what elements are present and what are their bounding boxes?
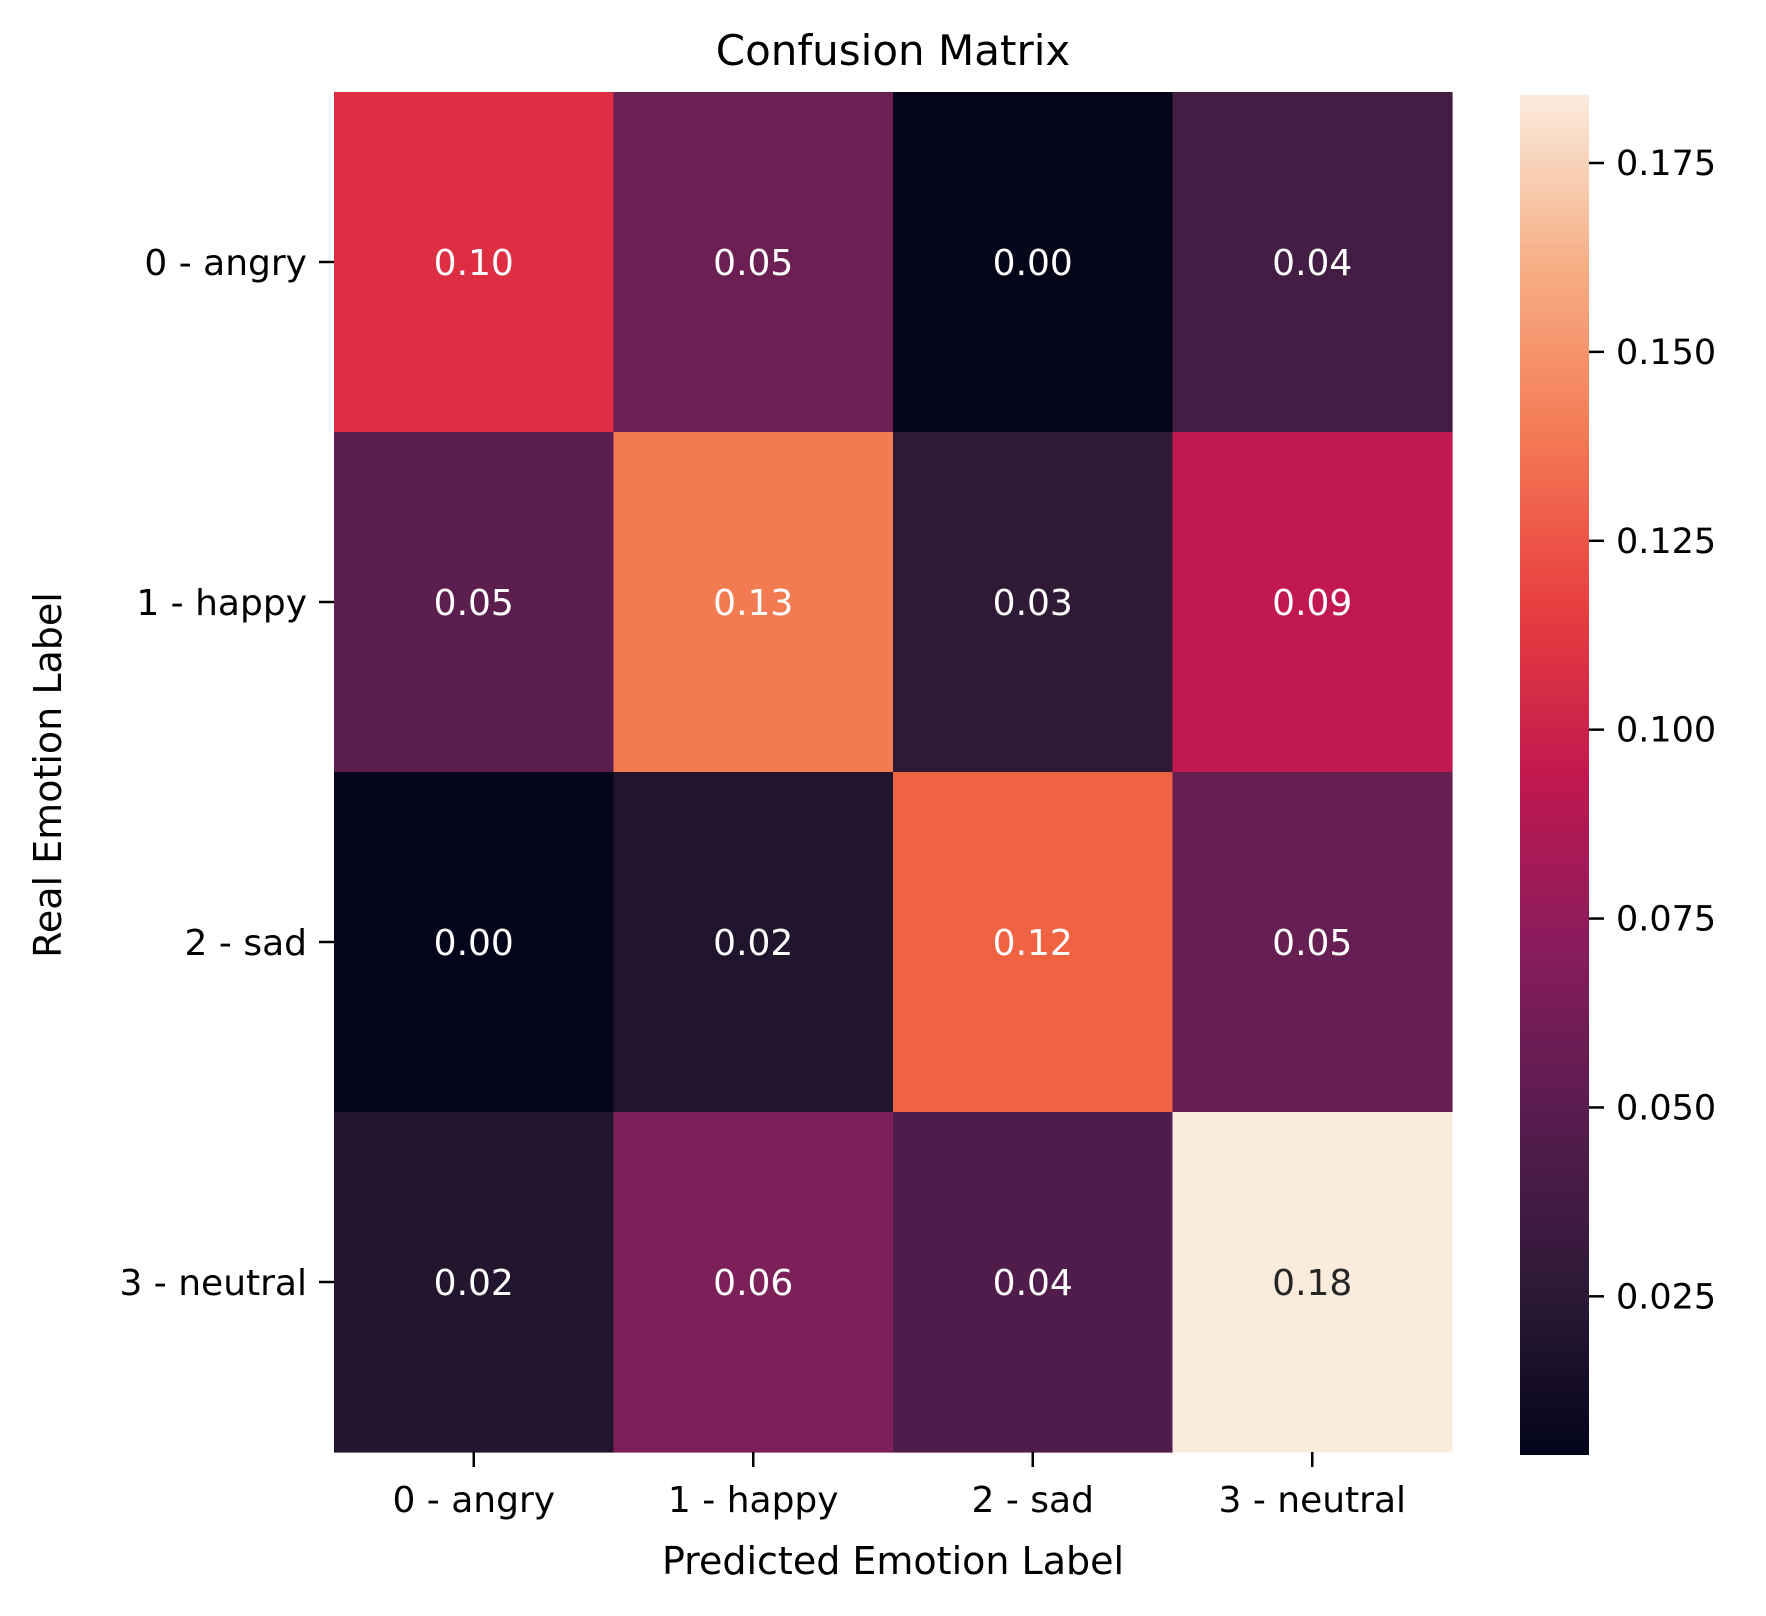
x-axis-ticks: 0 - angry 1 - happy 2 - sad 3 - neutral — [392, 1452, 1406, 1521]
cell-value-label-r0-c3: 0.04 — [1272, 243, 1352, 284]
chart-title: Confusion Matrix — [716, 26, 1071, 75]
colorbar-tick-label: 0.175 — [1616, 144, 1716, 184]
cell-value-label-r2-c1: 0.02 — [713, 923, 793, 964]
cell-value-label-r0-c1: 0.05 — [713, 243, 793, 284]
y-tick-label: 2 - sad — [185, 923, 307, 964]
heatmap-cell-r0-c2 — [893, 92, 1174, 433]
y-tick-label: 0 - angry — [144, 243, 307, 284]
x-tick-label: 2 - sad — [972, 1480, 1094, 1521]
y-tick-label: 3 - neutral — [119, 1263, 307, 1304]
cell-value-label-r2-c0: 0.00 — [434, 923, 514, 964]
colorbar-tick-label: 0.025 — [1616, 1277, 1716, 1317]
heatmap-cell-r3-c2 — [893, 1112, 1174, 1453]
cell-value-label-r1-c0: 0.05 — [434, 583, 514, 624]
heatmap-cell-r1-c1 — [613, 432, 894, 773]
heatmap-cell-r1-c2 — [893, 432, 1174, 773]
cell-value-label-r3-c3: 0.18 — [1272, 1263, 1352, 1304]
cell-value-label-r1-c1: 0.13 — [713, 583, 793, 624]
cell-value-label-r3-c1: 0.06 — [713, 1263, 793, 1304]
colorbar — [1520, 95, 1589, 1455]
y-tick-label: 1 - happy — [136, 583, 307, 624]
heatmap-cell-r2-c3 — [1172, 772, 1453, 1113]
colorbar-tick-label: 0.125 — [1616, 522, 1716, 562]
cell-value-label-r3-c2: 0.04 — [993, 1263, 1073, 1304]
heatmap-cell-r0-c3 — [1172, 92, 1453, 433]
colorbar-tick-label: 0.100 — [1616, 711, 1716, 751]
cell-value-label-r2-c3: 0.05 — [1272, 923, 1352, 964]
y-axis-label: Real Emotion Label — [26, 592, 70, 958]
x-axis-label: Predicted Emotion Label — [662, 1539, 1124, 1583]
heatmap-cell-r0-c1 — [613, 92, 894, 433]
colorbar-tick-label: 0.150 — [1616, 333, 1716, 373]
heatmap-cell-r2-c0 — [334, 772, 615, 1113]
cell-value-label-r0-c2: 0.00 — [993, 243, 1073, 284]
heatmap-cell-r1-c0 — [334, 432, 615, 773]
cell-value-label-r3-c0: 0.02 — [434, 1263, 514, 1304]
x-tick-label: 0 - angry — [392, 1480, 555, 1521]
cell-value-label-r2-c2: 0.12 — [993, 923, 1073, 964]
x-tick-label: 3 - neutral — [1218, 1480, 1406, 1521]
heatmap-cell-r3-c1 — [613, 1112, 894, 1453]
cell-value-label-r1-c2: 0.03 — [993, 583, 1073, 624]
cell-value-label-r0-c0: 0.10 — [434, 243, 514, 284]
y-axis-ticks: 0 - angry 1 - happy 2 - sad 3 - neutral — [119, 243, 334, 1304]
heatmap-cell-r2-c1 — [613, 772, 894, 1113]
colorbar-ticks: 0.025 0.050 0.075 0.100 0.125 0.150 0.175 — [1589, 144, 1716, 1317]
x-tick-label: 1 - happy — [668, 1480, 839, 1521]
heatmap-cell-r2-c2 — [893, 772, 1174, 1113]
colorbar-tick-label: 0.075 — [1616, 900, 1716, 940]
heatmap-cell-r3-c3 — [1172, 1112, 1453, 1453]
colorbar-tick-label: 0.050 — [1616, 1088, 1716, 1128]
heatmap-cells: 0.10 0.05 0.00 0.04 0.05 0.13 0.03 0.09 0.00 0.02… — [334, 92, 1453, 1453]
heatmap-cell-r3-c0 — [334, 1112, 615, 1453]
heatmap-cell-r1-c3 — [1172, 432, 1453, 773]
cell-value-label-r1-c3: 0.09 — [1272, 583, 1352, 624]
heatmap-cell-r0-c0 — [334, 92, 615, 433]
